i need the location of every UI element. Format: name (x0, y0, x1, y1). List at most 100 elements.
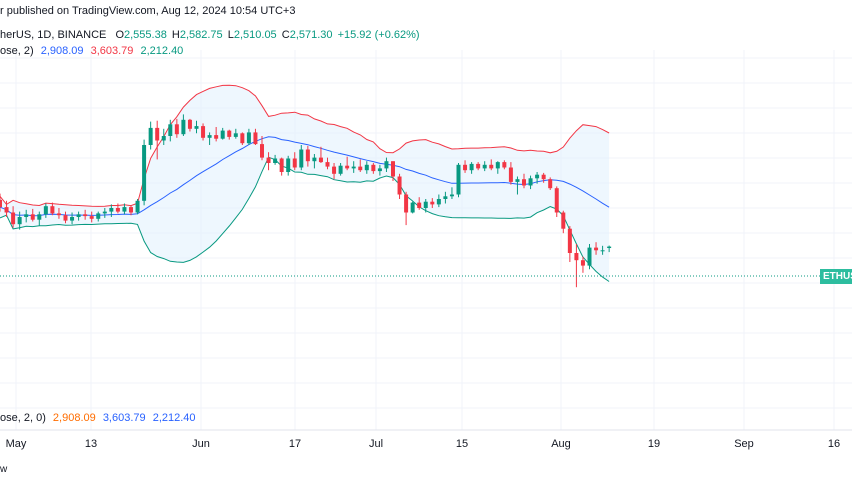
candle-body (522, 179, 526, 186)
candle (305, 145, 310, 167)
candle (227, 129, 232, 140)
candle (115, 203, 120, 214)
candle-body (273, 158, 278, 163)
candle (489, 159, 494, 171)
candle (299, 145, 304, 171)
candle (37, 211, 42, 226)
candle-body (351, 166, 356, 169)
candle-body (0, 199, 2, 208)
candle-body (292, 158, 297, 168)
candle-body (30, 214, 35, 220)
bb-legend[interactable]: ose, 2) 2,908.09 3,603.79 2,212.40 (0, 45, 183, 57)
candle (135, 199, 140, 215)
candle-body (456, 164, 461, 195)
candle (201, 123, 206, 141)
candle (528, 175, 533, 190)
candle (607, 245, 612, 253)
candle (325, 157, 330, 170)
candle-body (358, 166, 363, 171)
candle (449, 187, 454, 199)
candle-body (476, 163, 481, 169)
time-axis-label: Aug (551, 438, 571, 450)
candle (495, 161, 500, 174)
candle-body (70, 217, 75, 221)
candle (482, 161, 487, 172)
candle (17, 211, 22, 230)
candle-body (83, 214, 88, 217)
bottom-legend-label: ose, 2, 0) (0, 412, 46, 424)
candle (594, 242, 599, 255)
candle (279, 157, 284, 176)
symbol-legend[interactable]: herUS, 1D, BINANCE O2,555.38 H2,582.75 L… (0, 29, 420, 41)
time-axis-label: Sep (734, 438, 754, 450)
candle-body (430, 201, 435, 205)
candle-body (600, 250, 605, 252)
candle (476, 162, 481, 171)
candle (50, 202, 55, 216)
candle (260, 136, 264, 161)
candle-body (4, 207, 9, 213)
candle-body (332, 166, 337, 174)
time-axis-label: 17 (288, 438, 302, 450)
candle-body (305, 149, 310, 162)
candle (574, 244, 579, 288)
candle-body (76, 214, 81, 217)
candle-body (115, 208, 120, 212)
basis-line (0, 136, 610, 217)
candle (63, 211, 68, 224)
bottom-legend-v2: 3,603.79 (102, 412, 146, 424)
candle-body (364, 164, 369, 171)
candle-body (587, 247, 592, 266)
candle (522, 173, 526, 189)
candle (371, 163, 376, 174)
candle-body (161, 136, 166, 141)
candle-body (594, 247, 599, 251)
candle-body (384, 161, 389, 169)
candle-body (102, 211, 107, 214)
candle-body (338, 165, 343, 174)
candle (102, 208, 107, 218)
candle-body (135, 200, 140, 213)
candle (11, 206, 16, 228)
candle-body (155, 127, 160, 141)
last-price-tag: ETHUS (820, 269, 852, 284)
candle-body (417, 202, 422, 208)
candle (174, 118, 179, 138)
candle-body (515, 179, 520, 182)
ohlc-change: +15.92 (+0.62%) (337, 29, 420, 41)
bollinger-bands (0, 84, 610, 282)
candle (122, 203, 127, 215)
time-axis-label: Jun (192, 438, 210, 450)
candle (554, 186, 559, 217)
candle (410, 201, 415, 214)
candle-body (17, 217, 22, 225)
ohlc-high: 2,582.75 (179, 29, 223, 41)
candle (423, 199, 428, 213)
indicator-legend-bottom[interactable]: ose, 2, 0) 2,908.09 3,603.79 2,212.40 (0, 412, 196, 424)
candle-body (580, 260, 585, 266)
candle-body (469, 163, 474, 171)
candle-body (122, 207, 127, 212)
time-axis-label: May (5, 438, 27, 450)
candle (502, 160, 507, 170)
ohlc-c-label: C (281, 29, 290, 41)
candle (515, 176, 520, 195)
candle-body (181, 119, 186, 135)
time-axis-label: 13 (84, 438, 98, 450)
candle-body (325, 162, 330, 167)
candle (358, 159, 363, 172)
candle-body (11, 212, 16, 225)
candle (535, 172, 540, 184)
candle (30, 208, 35, 222)
candle-body (449, 194, 454, 197)
candle (148, 121, 153, 150)
ohlc-h-label: H (171, 29, 180, 41)
candle (187, 118, 192, 132)
candle (266, 152, 271, 171)
candle (273, 154, 278, 165)
candle (233, 128, 238, 139)
candle-body (50, 206, 55, 214)
candle-body (129, 207, 133, 213)
candle-body (561, 212, 566, 229)
